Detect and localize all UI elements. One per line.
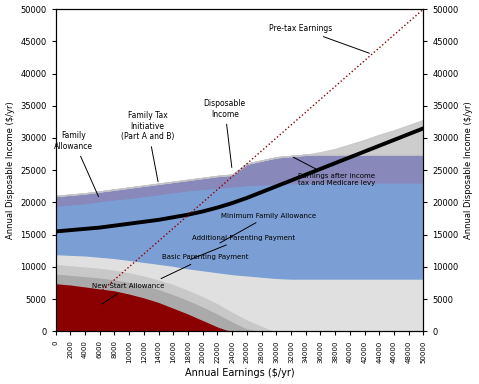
X-axis label: Annual Earnings ($/yr): Annual Earnings ($/yr) <box>185 368 294 379</box>
Text: Family
Allowance: Family Allowance <box>55 131 99 197</box>
Text: Basic Parenting Payment: Basic Parenting Payment <box>161 255 249 279</box>
Text: Additional Parenting Payment: Additional Parenting Payment <box>191 235 295 260</box>
Text: New Start Allowance: New Start Allowance <box>92 283 165 304</box>
Text: Pre-tax Earnings: Pre-tax Earnings <box>269 24 369 53</box>
Text: Minimum Family Allowance: Minimum Family Allowance <box>220 213 316 243</box>
Text: Family Tax
Initiative
(Part A and B): Family Tax Initiative (Part A and B) <box>121 111 174 182</box>
Text: Disposable
Income: Disposable Income <box>204 99 246 167</box>
Y-axis label: Annual Disposable Income ($/yr): Annual Disposable Income ($/yr) <box>465 101 473 239</box>
Y-axis label: Annual Disposable Income ($/yr): Annual Disposable Income ($/yr) <box>6 101 14 239</box>
Text: Earnings after income
tax and Medicare levy: Earnings after income tax and Medicare l… <box>294 157 376 186</box>
